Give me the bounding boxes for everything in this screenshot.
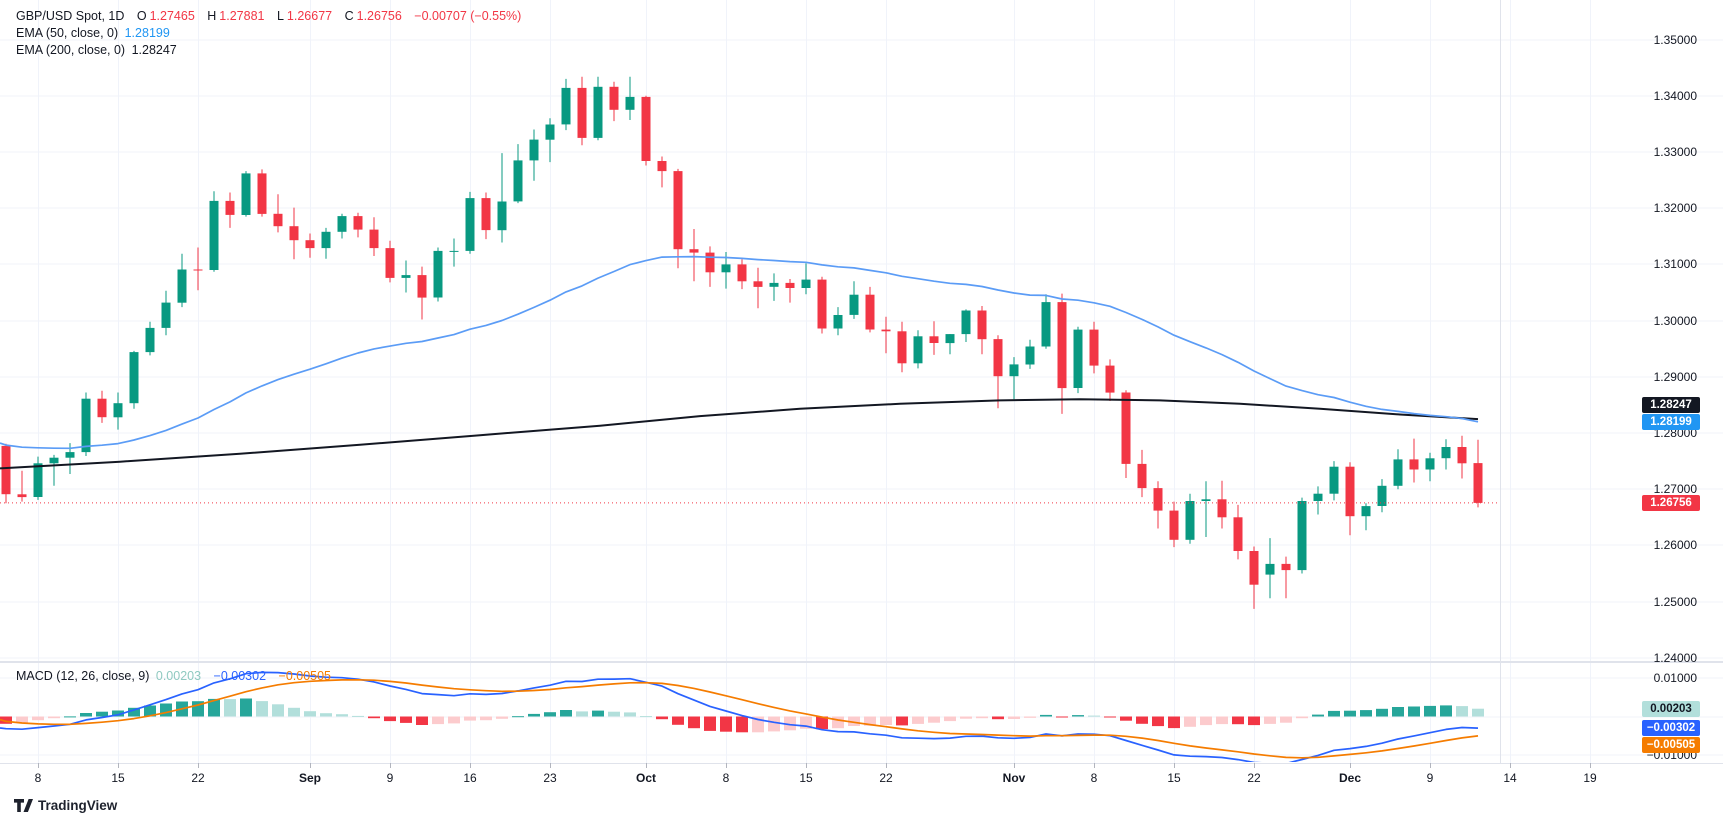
macd-hist-value: 0.00203 — [155, 669, 202, 683]
price-tick-label: 1.26000 — [1653, 538, 1697, 553]
last-price-badge: 1.26756 — [1642, 495, 1700, 511]
macd-signal-line[interactable] — [0, 678, 1479, 759]
time-tick-label: 22 — [1247, 771, 1261, 785]
time-tick-label: Nov — [1002, 771, 1026, 785]
time-tick-label: 22 — [879, 771, 893, 785]
time-tick-label: 8 — [722, 771, 730, 785]
time-tick-label: Oct — [635, 771, 656, 785]
macd-line-badge: −0.00302 — [1642, 720, 1700, 736]
price-tick-label: 1.34000 — [1653, 88, 1697, 103]
open-value: 1.27465 — [149, 9, 195, 23]
grid — [0, 0, 1723, 763]
watermark-text: TradingView — [38, 798, 118, 813]
ema50-legend-row[interactable]: EMA (50, close, 0) 1.28199 — [16, 25, 170, 42]
price-tick-label: 1.24000 — [1653, 650, 1697, 665]
macd-line-value: −0.00302 — [213, 669, 267, 683]
price-tick-label: 1.33000 — [1653, 145, 1697, 159]
ema50-price-badge: 1.28199 — [1642, 414, 1700, 430]
macd-legend-row[interactable]: MACD (12, 26, close, 9) 0.00203 −0.00302… — [16, 668, 331, 685]
time-tick-label: 8 — [1090, 771, 1098, 785]
time-tick-label: 15 — [111, 771, 125, 785]
price-tick-label: 1.32000 — [1653, 201, 1697, 216]
time-tick-label: Sep — [298, 771, 321, 785]
ema200-legend-row[interactable]: EMA (200, close, 0) 1.28247 — [16, 42, 177, 59]
close-label: C — [344, 9, 354, 23]
price-tick-label: 1.25000 — [1653, 594, 1697, 609]
ema200-label: EMA (200, close, 0) — [16, 43, 126, 57]
symbol-title: GBP/USD Spot, 1D — [16, 9, 125, 23]
ema200-line[interactable] — [0, 398, 1479, 470]
close-value: 1.26756 — [356, 9, 402, 23]
ema50-line[interactable] — [0, 255, 1479, 450]
macd-signal-value: −0.00505 — [278, 669, 331, 683]
ema50-value: 1.28199 — [124, 26, 170, 40]
time-tick-label: Dec — [1338, 771, 1361, 785]
price-tick-label: 1.29000 — [1653, 369, 1697, 384]
tradingview-logo-icon — [14, 799, 33, 812]
time-tick-label: 23 — [543, 771, 557, 785]
pane-borders — [0, 0, 1723, 764]
macd-hist-badge: 0.00203 — [1642, 701, 1700, 717]
macd-line[interactable] — [0, 671, 1479, 763]
price-tick-label: 1.35000 — [1653, 32, 1697, 47]
time-tick-label: 9 — [1426, 771, 1434, 785]
high-value: 1.27881 — [219, 9, 265, 23]
ema50-label: EMA (50, close, 0) — [16, 26, 119, 40]
tradingview-watermark[interactable]: TradingView — [14, 798, 117, 813]
macd-signal-badge: −0.00505 — [1642, 737, 1700, 753]
price-tick-label: 1.31000 — [1653, 257, 1697, 272]
time-tick-label: 8 — [34, 771, 42, 785]
macd-label: MACD (12, 26, close, 9) — [16, 669, 150, 683]
time-tick-label: 15 — [799, 771, 813, 785]
time-axis-ticks — [38, 763, 1591, 768]
symbol-legend-row[interactable]: GBP/USD Spot, 1D O 1.27465 H 1.27881 L 1.26… — [16, 8, 521, 25]
ema200-price-badge: 1.28247 — [1642, 397, 1700, 413]
time-tick-label: 9 — [386, 771, 394, 785]
price-tick-label: 1.27000 — [1653, 482, 1697, 497]
ema200-value: 1.28247 — [131, 43, 177, 57]
macd-tick-label: 0.01000 — [1653, 671, 1697, 685]
time-tick-label: 22 — [191, 771, 205, 785]
high-label: H — [207, 9, 217, 23]
change-value: −0.00707 (−0.55%) — [414, 9, 522, 23]
time-tick-label: 14 — [1503, 771, 1517, 785]
price-tick-label: 1.30000 — [1653, 313, 1697, 328]
time-tick-label: 19 — [1583, 771, 1597, 785]
open-label: O — [136, 9, 147, 23]
candles-series[interactable] — [1, 76, 1483, 609]
low-label: L — [276, 9, 284, 23]
low-value: 1.26677 — [286, 9, 333, 23]
time-tick-label: 16 — [463, 771, 477, 785]
time-tick-label: 15 — [1167, 771, 1181, 785]
